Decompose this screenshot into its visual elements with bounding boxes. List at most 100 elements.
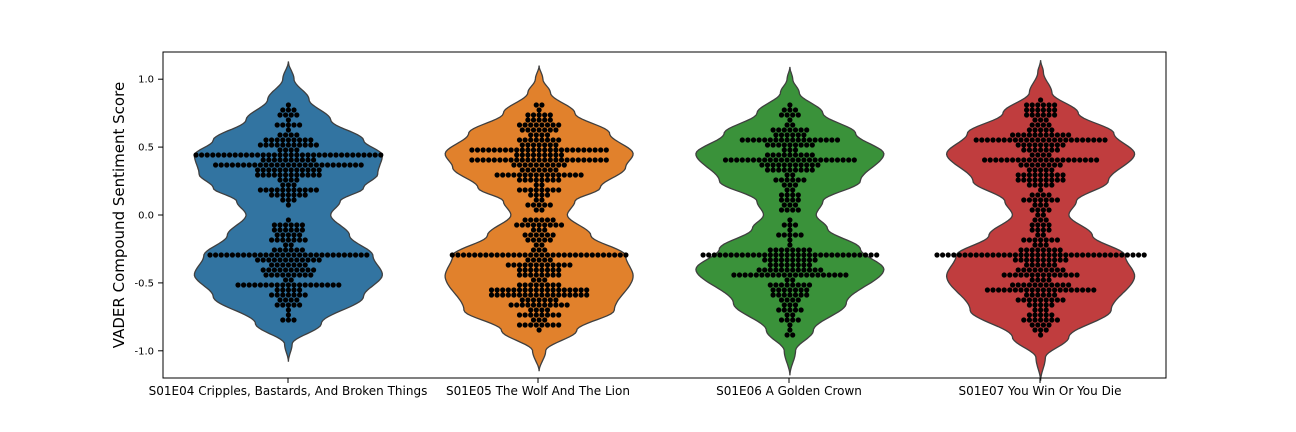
swarm-point <box>790 312 796 318</box>
swarm-point <box>1113 252 1119 258</box>
swarm-point <box>542 152 548 158</box>
swarm-point <box>542 317 548 323</box>
swarm-point <box>1029 162 1035 168</box>
swarm-point <box>781 182 787 188</box>
swarm-point <box>539 187 545 193</box>
swarm-point <box>1141 252 1147 258</box>
swarm-point <box>297 232 303 238</box>
swarm-point <box>784 207 790 213</box>
swarm-point <box>1066 282 1072 288</box>
swarm-point <box>570 157 576 163</box>
swarm-point <box>787 227 793 233</box>
swarm-point <box>790 197 796 203</box>
swarm-point <box>806 247 813 253</box>
swarm-point <box>235 282 241 288</box>
swarm-point <box>1001 137 1007 143</box>
swarm-point <box>280 192 286 198</box>
swarm-point <box>539 267 545 273</box>
swarm-point <box>790 122 796 128</box>
swarm-point <box>787 182 793 188</box>
swarm-point <box>1032 282 1038 288</box>
swarm-point <box>773 282 779 288</box>
swarm-point <box>762 137 768 143</box>
swarm-point <box>809 142 815 148</box>
swarm-point <box>1049 142 1055 148</box>
swarm-point <box>539 177 545 183</box>
swarm-point <box>1063 272 1069 278</box>
swarm-point <box>790 277 796 283</box>
swarm-point <box>530 277 537 283</box>
swarm-point <box>536 147 542 153</box>
swarm-point <box>302 187 308 193</box>
swarm-point <box>474 147 481 153</box>
swarm-point <box>798 152 804 158</box>
swarm-point <box>1046 162 1052 168</box>
swarm-point <box>294 267 300 273</box>
swarm-point <box>530 237 537 243</box>
swarm-point <box>274 122 280 128</box>
swarm-point <box>812 137 818 143</box>
swarm-point <box>285 182 291 188</box>
swarm-point <box>1038 242 1044 248</box>
swarm-point <box>1040 107 1046 113</box>
swarm-point <box>522 217 528 223</box>
swarm-point <box>533 307 539 313</box>
swarm-point <box>299 222 305 228</box>
swarm-point <box>823 252 829 258</box>
swarm-point <box>1035 122 1041 128</box>
swarm-point <box>291 122 297 128</box>
swarm-point <box>806 137 813 143</box>
swarm-point <box>792 142 799 148</box>
swarm-point <box>539 162 545 168</box>
swarm-point <box>787 107 793 113</box>
swarm-point <box>525 202 531 208</box>
swarm-point <box>516 172 523 178</box>
swarm-point <box>790 192 796 198</box>
swarm-point <box>528 137 534 143</box>
swarm-point <box>533 122 539 128</box>
swarm-point <box>525 147 531 153</box>
swarm-point <box>516 162 523 168</box>
swarm-point <box>283 157 289 163</box>
swarm-point <box>1032 117 1038 123</box>
swarm-point <box>556 252 562 258</box>
swarm-point <box>773 157 779 163</box>
swarm-point <box>1035 277 1041 283</box>
swarm-point <box>1057 252 1063 258</box>
swarm-point <box>500 252 506 258</box>
swarm-point <box>260 267 266 273</box>
swarm-point <box>784 297 790 303</box>
swarm-point <box>778 137 785 143</box>
swarm-point <box>285 272 291 278</box>
swarm-point <box>530 317 537 323</box>
swarm-point <box>525 302 531 308</box>
swarm-point <box>795 257 801 263</box>
swarm-point <box>1060 142 1066 148</box>
swarm-point <box>973 137 979 143</box>
swarm-point <box>806 262 813 268</box>
swarm-point <box>1012 287 1019 293</box>
swarm-point <box>1024 107 1030 113</box>
swarm-point <box>550 172 556 178</box>
swarm-point <box>269 237 275 243</box>
swarm-point <box>1012 137 1019 143</box>
swarm-point <box>257 252 263 258</box>
swarm-point <box>277 132 283 138</box>
swarm-point <box>288 227 294 233</box>
swarm-point <box>285 142 291 148</box>
swarm-point <box>1035 227 1041 233</box>
swarm-point <box>500 292 506 298</box>
swarm-point <box>291 107 297 113</box>
swarm-point <box>787 117 793 123</box>
swarm-point <box>1077 157 1083 163</box>
swarm-point <box>1021 317 1027 323</box>
swarm-point <box>544 267 551 273</box>
swarm-point <box>784 187 790 193</box>
swarm-point <box>285 232 291 238</box>
swarm-point <box>558 157 565 163</box>
swarm-point <box>829 252 835 258</box>
swarm-point <box>285 202 291 208</box>
swarm-point <box>767 257 773 263</box>
swarm-point <box>567 287 573 293</box>
swarm-point <box>536 127 542 133</box>
